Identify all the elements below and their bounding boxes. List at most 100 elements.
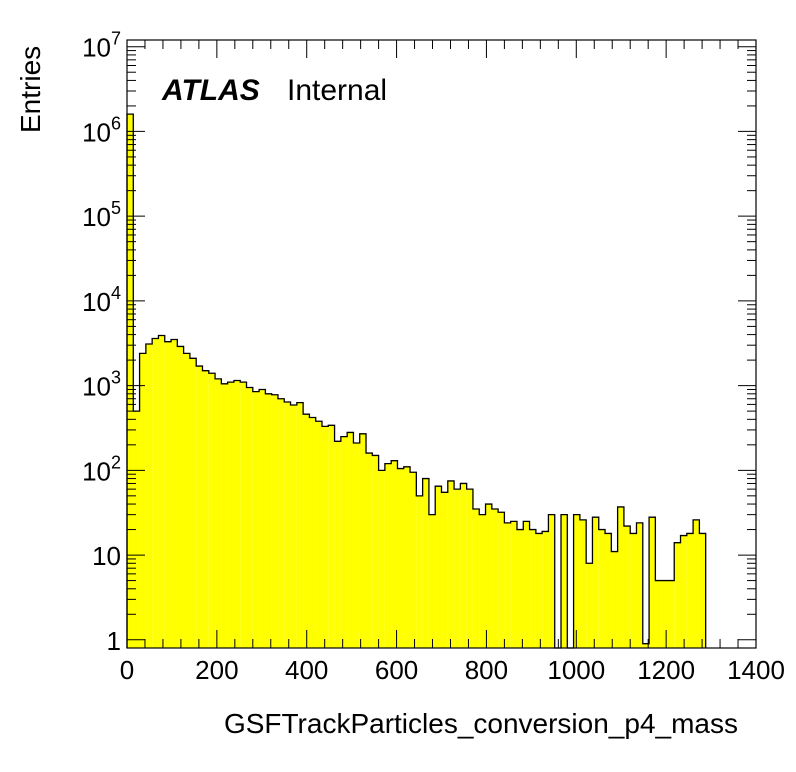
histogram-bin: [410, 472, 417, 648]
histogram-bin: [202, 370, 209, 648]
histogram-bin: [334, 441, 341, 648]
histogram-bin: [611, 551, 618, 648]
histogram-bin: [309, 417, 316, 648]
histogram-bin: [340, 436, 348, 648]
histogram-bin: [215, 378, 222, 648]
histogram-bin: [630, 533, 637, 648]
histogram-bin: [227, 382, 234, 648]
histogram-bin: [623, 526, 631, 648]
histogram-bin: [252, 391, 260, 648]
y-tick-label: 103: [82, 368, 121, 402]
histogram-outline: [126, 113, 707, 649]
x-tick-label: 600: [375, 655, 418, 685]
histogram-bin: [642, 643, 650, 648]
histogram-bin: [447, 480, 455, 648]
histogram-bin: [561, 514, 568, 648]
histogram-bin: [384, 463, 392, 648]
histogram-bin: [617, 506, 624, 648]
histogram-bin: [504, 522, 511, 648]
histogram-bin: [259, 389, 266, 648]
histogram-bin: [271, 394, 278, 648]
x-tick-label: 0: [120, 655, 134, 685]
histogram-bin: [674, 542, 681, 648]
histogram-bin: [328, 425, 335, 648]
histogram-bin: [510, 521, 517, 648]
histogram-bin: [277, 398, 285, 648]
histogram-bin: [454, 489, 461, 648]
histogram-bin: [284, 402, 291, 648]
histogram-bin: [233, 380, 241, 648]
histogram-bin: [422, 478, 429, 648]
histogram-bin: [303, 414, 310, 648]
histogram-bin: [592, 517, 599, 648]
histogram-bin: [655, 580, 662, 648]
histogram-bin: [661, 580, 668, 648]
x-axis-title: GSFTrackParticles_conversion_p4_mass: [224, 708, 738, 739]
histogram-bin: [164, 341, 172, 648]
histogram-bin: [605, 533, 612, 648]
histogram-bin: [693, 519, 700, 648]
histogram-bin: [441, 492, 448, 648]
histogram-bin: [378, 470, 385, 648]
histogram-bin: [177, 346, 184, 648]
histogram-bars: [126, 113, 707, 649]
y-tick-label: 107: [82, 29, 121, 63]
histogram-bin: [542, 531, 549, 648]
y-axis-title: Entries: [15, 46, 46, 133]
histogram-bin: [598, 529, 606, 648]
histogram-bin: [133, 411, 140, 648]
histogram-bin: [667, 580, 675, 648]
histogram-bin: [491, 508, 499, 648]
histogram-bin: [391, 460, 398, 648]
histogram-bin: [127, 114, 134, 648]
histogram-bin: [290, 405, 297, 648]
y-tick-label: 1: [107, 626, 121, 656]
histogram-bin: [171, 339, 178, 648]
plot-frame: [126, 39, 757, 649]
histogram-bin: [296, 402, 304, 648]
histogram-bin: [321, 426, 329, 648]
histogram-bin: [523, 521, 530, 648]
histogram-bin: [466, 489, 473, 648]
x-tick-label: 800: [465, 655, 508, 685]
histogram-bin: [516, 529, 524, 648]
histogram-bin: [535, 533, 543, 648]
tick-labels: 0 200 400 600 800 1000 1200 1400 1 10 102 103 104 105…: [82, 29, 785, 685]
histogram-bin: [649, 517, 656, 648]
histogram-bin: [359, 433, 367, 648]
x-tick-label: 1400: [727, 655, 785, 685]
histogram-bin: [699, 533, 706, 648]
histogram-bin: [158, 335, 165, 648]
histogram-bin: [265, 393, 272, 648]
histogram-bin: [485, 504, 492, 648]
histogram-bin: [460, 483, 467, 648]
histogram-bin: [152, 338, 159, 648]
histogram-bin: [479, 514, 486, 648]
x-tick-label: 1200: [637, 655, 695, 685]
y-tick-label: 106: [82, 113, 121, 147]
atlas-label: ATLAS: [161, 74, 260, 107]
x-tick-label: 200: [195, 655, 238, 685]
histogram-bin: [573, 514, 580, 648]
internal-label: Internal: [287, 74, 387, 107]
histogram-bin: [372, 455, 379, 648]
histogram-bin: [680, 535, 687, 648]
y-tick-label: 104: [82, 283, 121, 317]
histogram-bin: [403, 466, 411, 648]
histogram-bin: [472, 508, 480, 648]
histogram-bin: [636, 522, 643, 648]
y-tick-label: 10: [92, 541, 121, 571]
histogram-bin: [548, 514, 555, 648]
histogram-bin: [145, 343, 153, 648]
histogram-bin: [196, 366, 203, 648]
histogram-bin: [139, 353, 146, 648]
histogram-bin: [366, 453, 373, 648]
y-tick-label: 102: [82, 452, 121, 486]
axis-ticks: [126, 40, 757, 648]
x-tick-label: 400: [285, 655, 328, 685]
histogram-bin: [579, 519, 587, 648]
histogram-bin: [353, 443, 360, 648]
x-tick-label: 1000: [547, 655, 605, 685]
histogram-bin: [428, 514, 436, 648]
